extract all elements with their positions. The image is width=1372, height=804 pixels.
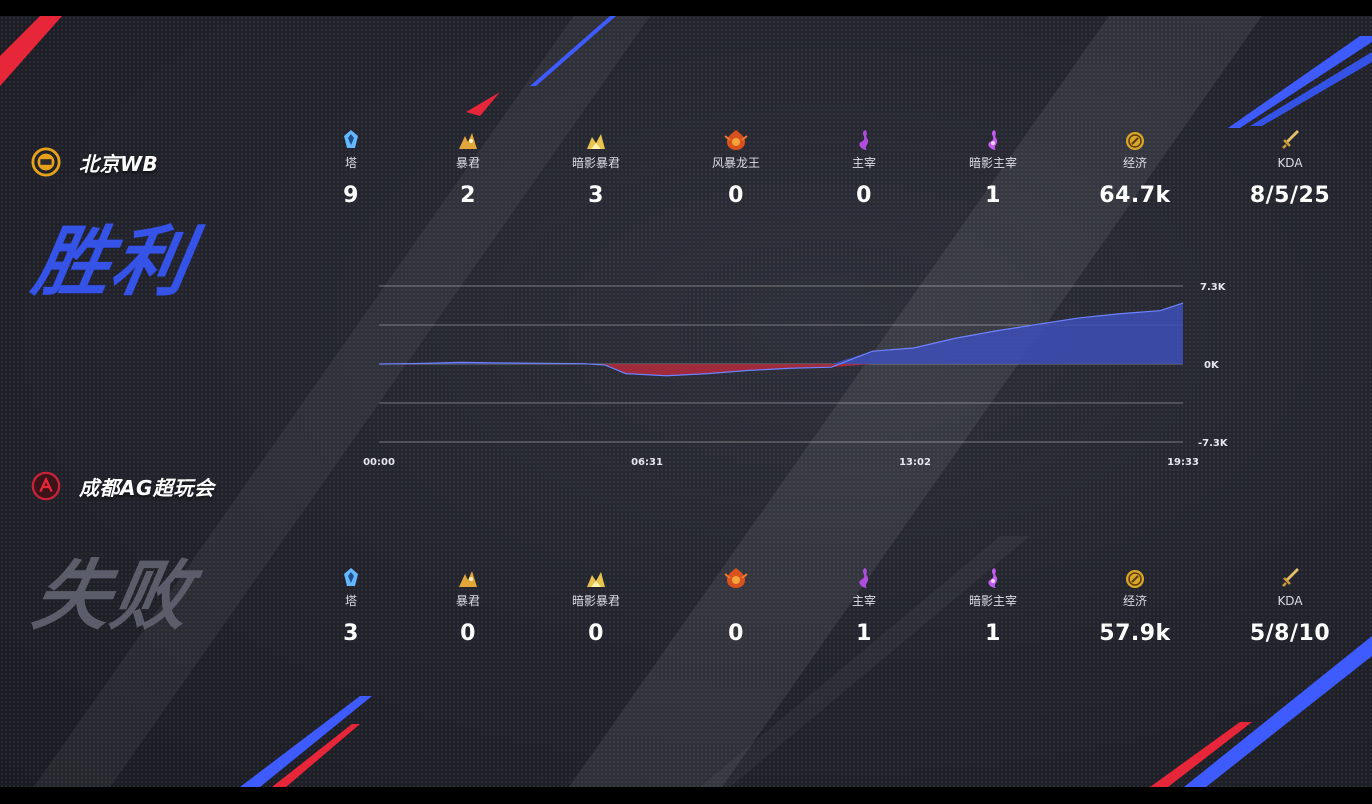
y-tick-label: 7.3K [1200,282,1227,293]
stat-label: 暗影主宰 [968,594,1017,608]
stat-value: 9 [343,183,359,208]
gold-lead-area [379,303,1183,364]
stat-label: 暗影暴君 [571,156,620,170]
gold-difference-chart: 7.3K 0K -7.3K 00:00 06:31 13:02 19:33 [363,282,1229,468]
stat-value: 0 [728,183,744,208]
stat-value: 0 [728,621,744,646]
gold-deficit-area [379,364,1183,376]
y-tick-label: 0K [1204,360,1220,371]
bottom-stat-gold: 经济 57.9k [1080,564,1190,646]
stat-label: 暴君 [455,156,480,170]
storm-dragon-icon [681,564,791,590]
stat-value: 3 [588,183,604,208]
shadow-tyrant-icon [541,564,651,590]
stat-label: 塔 [344,594,357,608]
gold-icon [1080,564,1190,590]
background-stripes [0,16,1372,787]
bottom-stat-sword: KDA 5/8/10 [1235,564,1345,646]
stat-label: 塔 [344,156,357,170]
tyrant-icon [413,126,523,152]
stat-label: 暗影暴君 [571,594,620,608]
gold-diff-line [378,302,1184,377]
bottom-stat-tyrant: 暴君 0 [413,564,523,646]
stat-label: 主宰 [851,594,876,608]
postgame-stats-screen: 北京WB 胜利 成都AG超玩会 失败 塔 9 暴君 2 暗影暴君 3 风暴龙王 0 主宰 0 暗影主… [0,16,1372,787]
stat-value: 1 [985,183,1001,208]
top-stat-overlord: 主宰 0 [809,126,919,208]
bottom-stat-shadow-overlord: 暗影主宰 1 [938,564,1048,646]
stat-value: 8/5/25 [1249,183,1331,208]
x-tick-label: 19:33 [1167,457,1199,468]
overlord-icon [809,564,919,590]
stat-label: KDA [1277,156,1303,170]
stat-value: 1 [856,621,872,646]
top-stat-shadow-tyrant: 暗影暴君 3 [541,126,651,208]
stat-label: 暴君 [455,594,480,608]
stat-label: 风暴龙王 [711,156,760,170]
top-stat-storm-dragon: 风暴龙王 0 [681,126,791,208]
x-tick-label: 06:31 [631,457,663,468]
stat-label: 暗影主宰 [968,156,1017,170]
overlord-icon [809,126,919,152]
shadow-overlord-icon [938,564,1048,590]
stat-value: 5/8/10 [1249,621,1331,646]
stat-label: 经济 [1122,156,1147,170]
bottom-stat-storm-dragon: 0 [681,564,791,646]
wb-logo-icon [31,147,61,177]
bottom-stat-shadow-tyrant: 暗影暴君 0 [541,564,651,646]
x-tick-label: 00:00 [363,457,395,468]
stat-value: 0 [460,621,476,646]
gold-icon [1080,126,1190,152]
x-tick-label: 13:02 [899,457,931,468]
sword-icon [1235,564,1345,590]
tower-icon [296,126,406,152]
tower-icon [296,564,406,590]
stat-label: KDA [1277,594,1303,608]
stat-label: 主宰 [851,156,876,170]
stat-value: 2 [460,183,476,208]
stat-value: 64.7k [1099,183,1171,208]
top-stat-tyrant: 暴君 2 [413,126,523,208]
top-stat-gold: 经济 64.7k [1080,126,1190,208]
top-team-name: 北京WB [79,151,159,176]
bottom-team-header: 成都AG超玩会 [31,471,214,501]
shadow-overlord-icon [938,126,1048,152]
bottom-team-name: 成都AG超玩会 [79,475,215,500]
stat-value: 1 [985,621,1001,646]
sword-icon [1235,126,1345,152]
stat-value: 57.9k [1099,621,1171,646]
stat-value: 0 [588,621,604,646]
top-team-header: 北京WB [31,147,158,177]
stat-value: 0 [856,183,872,208]
stat-label: 经济 [1122,594,1147,608]
tyrant-icon [413,564,523,590]
y-tick-label: -7.3K [1198,438,1229,449]
top-stat-shadow-overlord: 暗影主宰 1 [938,126,1048,208]
background-texture [0,16,1372,787]
ag-logo-icon [31,471,61,501]
storm-dragon-icon [681,126,791,152]
top-stat-sword: KDA 8/5/25 [1235,126,1345,208]
stat-value: 3 [343,621,359,646]
shadow-tyrant-icon [541,126,651,152]
bottom-stat-overlord: 主宰 1 [809,564,919,646]
